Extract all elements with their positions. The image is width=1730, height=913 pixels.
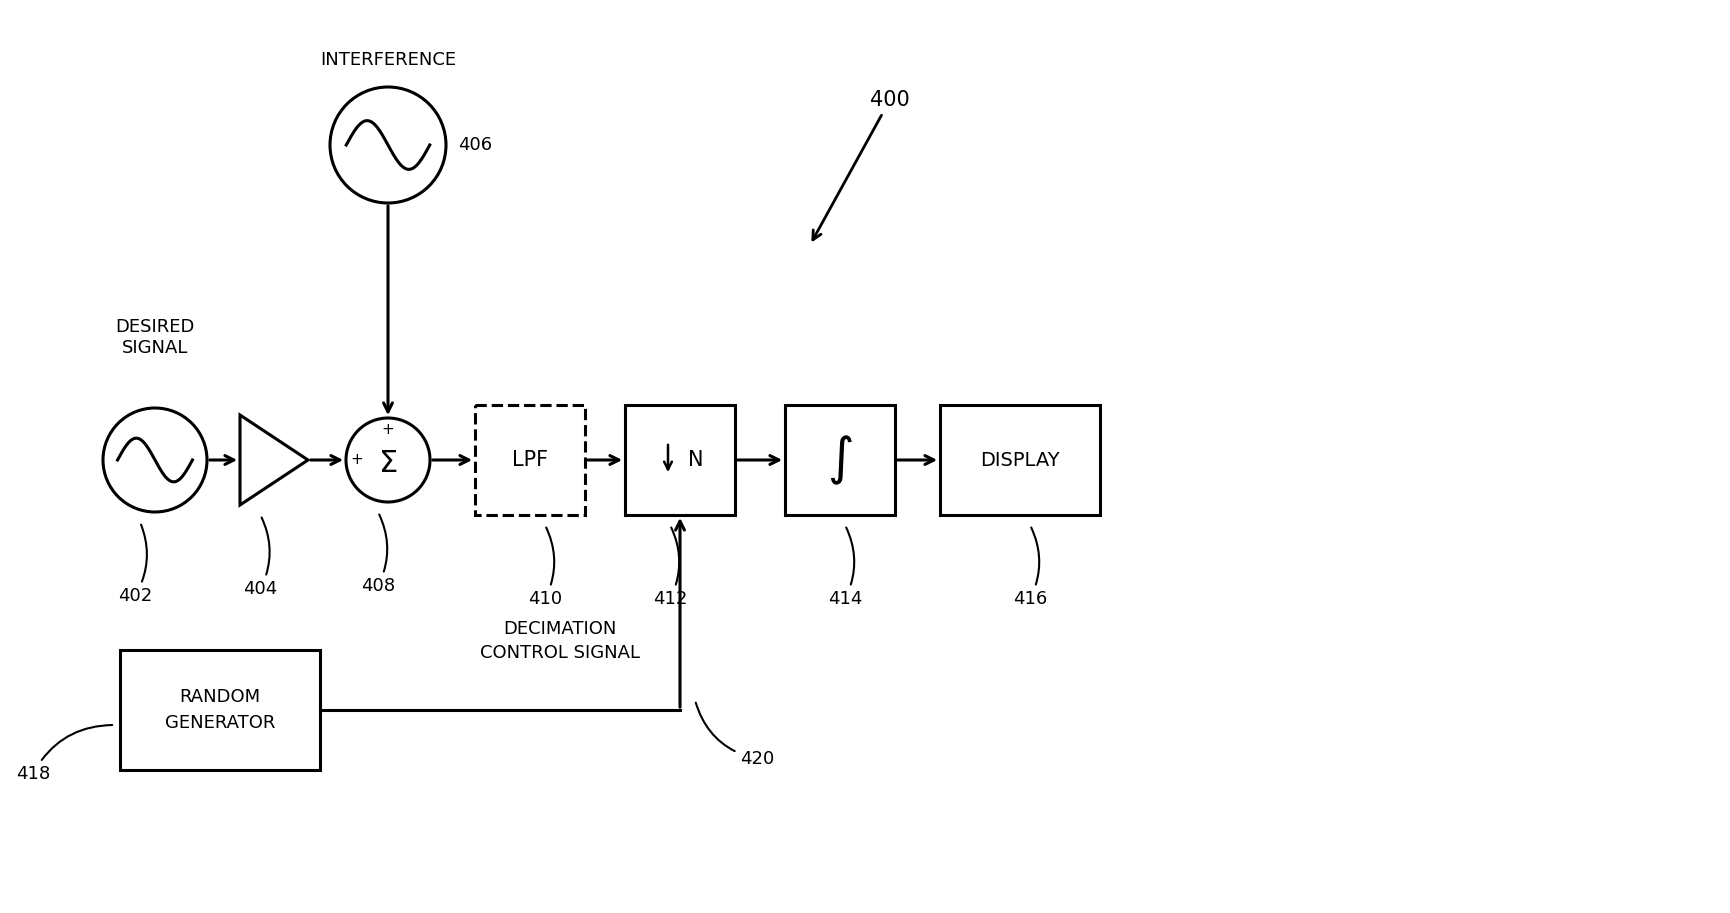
Text: DESIRED
SIGNAL: DESIRED SIGNAL (116, 318, 194, 357)
Text: 410: 410 (528, 528, 562, 608)
Text: 414: 414 (827, 528, 862, 608)
Text: 412: 412 (652, 528, 687, 608)
Text: 406: 406 (458, 136, 491, 154)
Text: DISPLAY: DISPLAY (979, 450, 1059, 469)
Text: N: N (687, 450, 702, 470)
Text: +: + (381, 422, 394, 437)
Text: 404: 404 (244, 518, 277, 598)
Text: RANDOM
GENERATOR: RANDOM GENERATOR (164, 688, 275, 731)
Text: 408: 408 (362, 515, 394, 595)
Text: 400: 400 (813, 90, 910, 240)
Text: $\Sigma$: $\Sigma$ (379, 448, 398, 477)
Text: 420: 420 (695, 703, 773, 768)
Text: +: + (349, 453, 363, 467)
Text: 418: 418 (16, 725, 112, 783)
Text: INTERFERENCE: INTERFERENCE (320, 51, 455, 69)
Text: DECIMATION
CONTROL SIGNAL: DECIMATION CONTROL SIGNAL (479, 620, 640, 662)
Text: $\int$: $\int$ (827, 434, 853, 487)
Text: LPF: LPF (512, 450, 548, 470)
Text: 416: 416 (1012, 528, 1047, 608)
Text: 402: 402 (118, 525, 152, 605)
